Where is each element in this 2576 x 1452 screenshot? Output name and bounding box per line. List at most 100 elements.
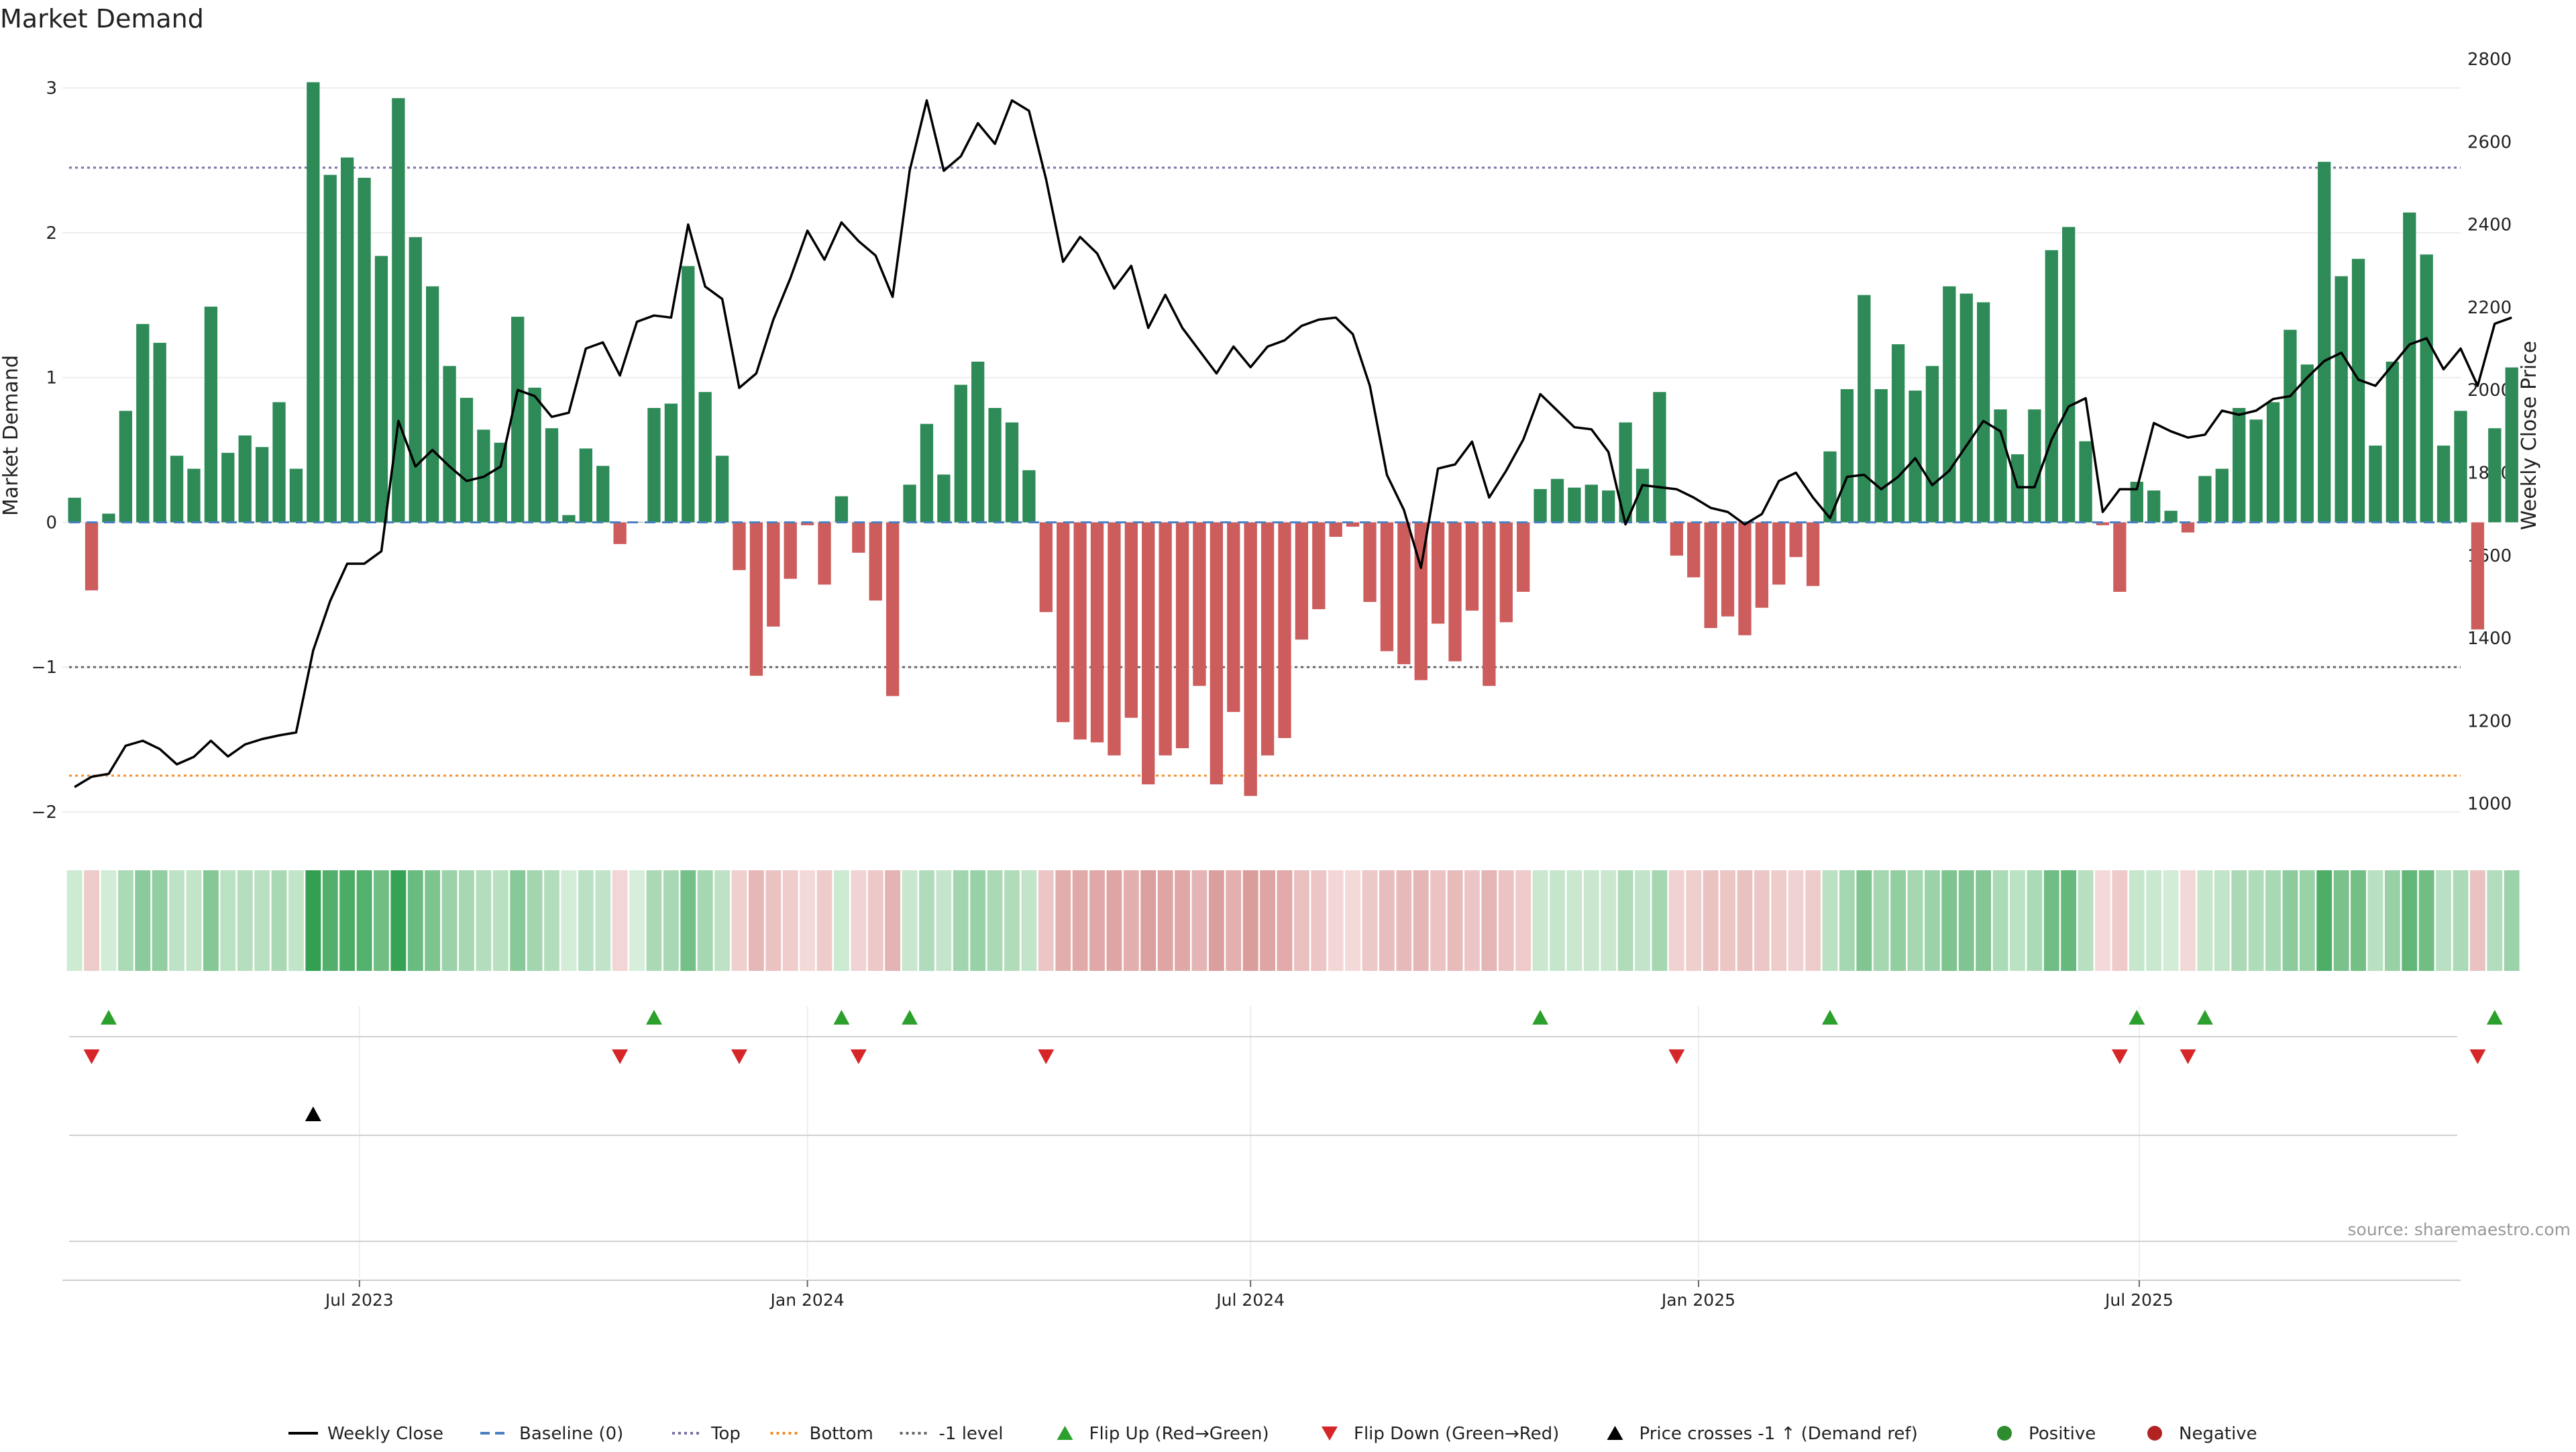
ytick-left-0: 3 <box>46 79 57 99</box>
xtick-label-4: Jul 2025 <box>2104 1290 2174 1310</box>
heat-cell-18 <box>374 870 389 971</box>
flip-up-marker-1 <box>645 1010 662 1025</box>
heat-cell-80 <box>1430 870 1446 971</box>
demand-bar-60 <box>1090 522 1104 743</box>
ytick-left-1: 2 <box>46 223 57 244</box>
demand-bar-43 <box>800 522 814 525</box>
heat-cell-132 <box>2316 870 2332 971</box>
heat-cell-142 <box>2487 870 2503 971</box>
heat-cell-97 <box>1720 870 1735 971</box>
heat-cell-120 <box>2112 870 2128 971</box>
demand-bar-53 <box>971 361 985 523</box>
heat-cell-103 <box>1822 870 1838 971</box>
demand-bar-8 <box>204 306 218 523</box>
heat-cell-74 <box>1328 870 1344 971</box>
legend-item-9: Negative <box>2147 1424 2257 1444</box>
heat-cell-52 <box>953 870 969 971</box>
heat-cell-47 <box>867 870 883 971</box>
demand-bar-54 <box>988 408 1002 523</box>
heat-cell-67 <box>1208 870 1224 971</box>
legend-label-7: Price crosses -1 ↑ (Demand ref) <box>1640 1424 1918 1444</box>
demand-bar-103 <box>1823 451 1837 523</box>
heat-cell-83 <box>1481 870 1497 971</box>
heat-cell-33 <box>629 870 645 971</box>
heat-cell-89 <box>1583 870 1599 971</box>
heat-cell-44 <box>816 870 833 971</box>
demand-bar-139 <box>2436 446 2451 523</box>
heat-cell-11 <box>254 870 270 971</box>
flip-up-marker-8 <box>2486 1010 2503 1025</box>
heat-cell-62 <box>1123 870 1139 971</box>
demand-bar-131 <box>2300 364 2314 523</box>
heat-cell-49 <box>902 870 918 971</box>
demand-bar-25 <box>494 442 507 523</box>
demand-bar-111 <box>1960 293 1973 523</box>
heat-cell-102 <box>1805 870 1821 971</box>
heat-cell-125 <box>2197 870 2213 971</box>
heat-cell-122 <box>2146 870 2162 971</box>
demand-bar-50 <box>920 423 934 523</box>
demand-bar-21 <box>426 286 439 523</box>
heat-cell-79 <box>1413 870 1429 971</box>
xtick-label-0: Jul 2023 <box>324 1290 394 1310</box>
heat-cell-96 <box>1703 870 1719 971</box>
heat-cell-8 <box>203 870 219 971</box>
demand-bar-113 <box>1994 409 2007 523</box>
demand-bar-116 <box>2045 250 2058 523</box>
heat-cell-26 <box>510 870 526 971</box>
heat-cell-140 <box>2453 870 2469 971</box>
heat-cell-14 <box>305 870 321 971</box>
legend-item-8: Positive <box>1997 1424 2096 1444</box>
legend-item-2: Top <box>672 1424 741 1444</box>
heat-cell-16 <box>339 870 356 971</box>
heat-cell-104 <box>1839 870 1855 971</box>
demand-bar-99 <box>1755 522 1769 608</box>
demand-bar-37 <box>698 392 712 523</box>
demand-bar-61 <box>1108 522 1121 756</box>
demand-bar-138 <box>2420 254 2433 523</box>
flip-down-marker-5 <box>1668 1049 1685 1064</box>
heat-cell-19 <box>390 870 407 971</box>
demand-bar-136 <box>2385 361 2400 523</box>
heat-cell-17 <box>356 870 372 971</box>
demand-bar-117 <box>2062 227 2076 523</box>
demand-bar-108 <box>1909 391 1922 523</box>
demand-bar-71 <box>1278 522 1291 738</box>
heat-cell-85 <box>1515 870 1532 971</box>
heat-cell-23 <box>459 870 474 971</box>
demand-bar-137 <box>2403 212 2416 523</box>
heat-cell-137 <box>2402 870 2418 971</box>
heat-cell-82 <box>1464 870 1480 971</box>
heat-cell-68 <box>1226 870 1242 971</box>
legend-item-7: Price crosses -1 ↑ (Demand ref) <box>1607 1424 1918 1444</box>
flip-down-marker-7 <box>2180 1049 2196 1064</box>
demand-bar-98 <box>1738 522 1752 635</box>
heat-cell-101 <box>1788 870 1804 971</box>
demand-bar-90 <box>1602 490 1615 523</box>
ytick-right-7: 1400 <box>2467 629 2512 649</box>
heat-cell-4 <box>135 870 151 971</box>
flip-up-marker-4 <box>1532 1010 1549 1025</box>
demand-bar-134 <box>2351 258 2365 523</box>
demand-bar-32 <box>613 522 627 544</box>
heat-cell-37 <box>697 870 713 971</box>
demand-bar-52 <box>954 384 967 523</box>
heat-cell-98 <box>1737 870 1753 971</box>
demand-bar-51 <box>937 474 951 523</box>
legend-item-4: -1 level <box>900 1424 1004 1444</box>
demand-bar-95 <box>1687 522 1701 578</box>
demand-bar-27 <box>528 387 541 523</box>
heat-cell-50 <box>919 870 934 971</box>
demand-bar-100 <box>1772 522 1786 585</box>
heat-cell-111 <box>1958 870 1974 971</box>
heat-cell-100 <box>1771 870 1787 971</box>
demand-bar-74 <box>1329 522 1342 537</box>
heat-cell-1 <box>84 870 99 971</box>
demand-bar-1 <box>85 522 99 590</box>
demand-bar-26 <box>511 317 525 523</box>
heat-cell-57 <box>1038 870 1054 971</box>
demand-bar-10 <box>238 435 252 523</box>
heat-cell-112 <box>1976 870 1992 971</box>
heat-cell-2 <box>101 870 117 971</box>
demand-bar-142 <box>2488 428 2502 523</box>
